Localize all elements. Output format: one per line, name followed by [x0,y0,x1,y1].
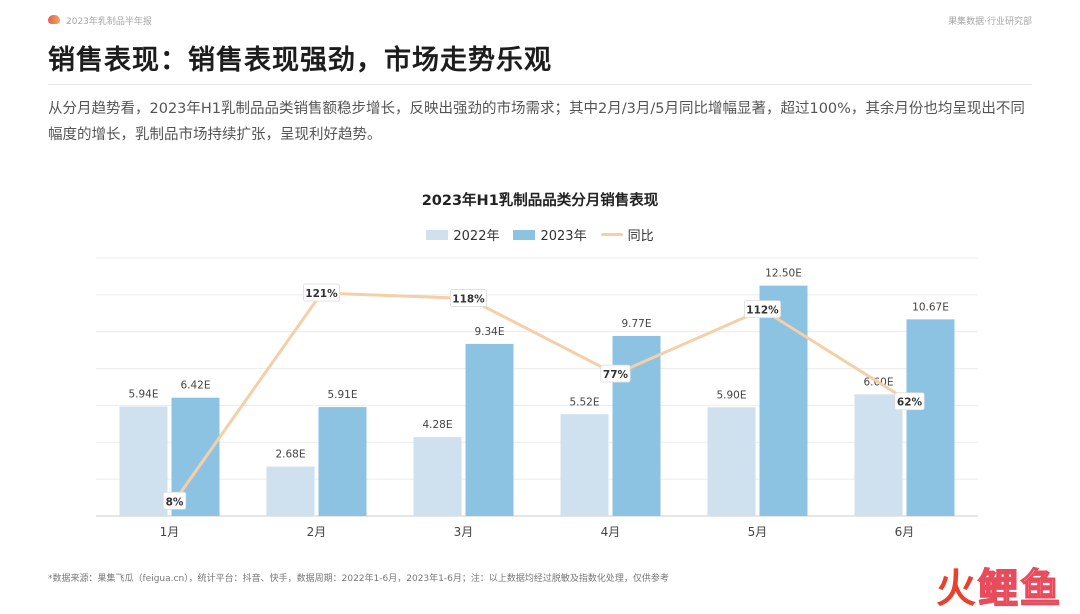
data-source-footnote: *数据来源：果集飞瓜（feigua.cn），统计平台：抖音、快手，数据周期：20… [48,574,669,584]
summary-paragraph: 从分月趋势看，2023年H1乳制品品类销售额稳步增长，反映出强劲的市场需求；其中… [48,101,1025,143]
top-bar: 2023年乳制品半年报 果集数据·行业研究部 [48,14,1032,28]
x-tick-label: 1月 [160,525,180,539]
yoy-value-label: 62% [897,397,923,409]
watermark-logo: 火鲤鱼 [936,556,1062,614]
bar-value-label: 5.94E [128,389,158,401]
bar-value-label: 12.50E [765,268,802,280]
brand-logo-icon [48,15,60,24]
chart-title: 2023年H1乳制品品类分月销售表现 [421,193,659,209]
legend-label-yoy: 同比 [627,229,654,244]
bar-value-label: 5.91E [327,389,357,401]
bar-2023 [906,319,955,516]
legend-label-2022: 2022年 [453,229,500,244]
yoy-value-label: 118% [452,294,485,306]
watermark-part1: 火 [936,566,978,612]
report-tag: 2023年乳制品半年报 [66,17,152,27]
legend-swatch-yoy [600,233,623,236]
title-divider [48,84,1032,85]
yoy-label-box [600,364,631,383]
yoy-value-label: 8% [166,496,184,508]
bar-value-label: 2.68E [275,449,305,461]
yoy-value-label: 77% [603,369,629,381]
legend-label-2023: 2023年 [540,229,587,244]
bar-2022 [119,406,168,516]
yoy-label-box [449,289,487,307]
bar-value-label: 9.34E [474,326,504,338]
legend-item-2023: 2023年 [513,225,587,244]
yoy-label-box [744,300,782,318]
page-title: 销售表现：销售表现强劲，市场走势乐观 [48,45,552,76]
legend-item-2022: 2022年 [426,225,499,244]
bar-value-label: 4.28E [422,419,452,431]
x-tick-label: 3月 [454,525,474,539]
bar-value-label: 5.52E [569,396,599,408]
yoy-line [173,291,911,503]
yoy-label-box [162,491,187,510]
x-tick-label: 2月 [307,525,327,539]
yoy-label-box [302,283,340,302]
yoy-label-box [894,392,925,411]
yoy-value-label: 121% [305,288,338,300]
bar-2022 [560,414,609,516]
bar-value-label: 5.90E [716,389,746,401]
watermark-part2: 鲤鱼 [977,565,1062,613]
x-tick-label: 4月 [601,525,621,539]
bar-2022 [854,394,903,516]
bar-value-label: 10.67E [912,301,949,313]
bar-2023 [759,285,808,516]
bar-2023 [612,335,661,516]
bar-2022 [707,407,756,516]
bar-value-label: 9.77E [621,318,651,330]
bar-2023 [465,343,514,516]
x-tick-label: 5月 [748,525,768,539]
bar-2022 [413,437,462,516]
legend-swatch-2022 [426,229,449,240]
chart-legend: 2022年 2023年 同比 [0,225,1080,244]
bar-value-label: 6.42E [180,380,210,392]
bar-2023 [318,407,367,516]
brand-department: 果集数据·行业研究部 [948,17,1032,27]
legend-swatch-2023 [513,229,536,240]
sales-chart: 5.94E 6.42E 1月 2.68E 5.91E 2月 4.28E 9.34E 3月 5.52… [96,257,978,539]
bar-2022 [266,466,315,516]
yoy-value-label: 112% [746,305,779,317]
x-tick-label: 6月 [895,525,915,539]
legend-item-yoy: 同比 [600,225,654,244]
